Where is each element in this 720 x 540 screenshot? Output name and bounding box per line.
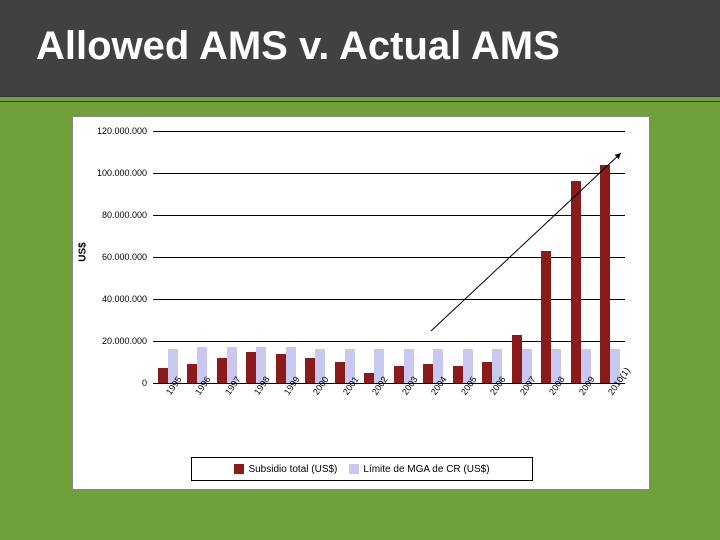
y-tick-label: 100.000.000 <box>87 168 147 178</box>
chart-panel: US$ 020.000.00040.000.00060.000.00080.00… <box>72 116 650 490</box>
y-tick-label: 60.000.000 <box>87 252 147 262</box>
y-tick-label: 80.000.000 <box>87 210 147 220</box>
legend-item-subsidio: Subsidio total (US$) <box>234 464 337 475</box>
legend-item-limite: Límite de MGA de CR (US$) <box>349 464 489 475</box>
square-icon <box>349 464 359 474</box>
y-tick-label: 40.000.000 <box>87 294 147 304</box>
y-tick-label: 20.000.000 <box>87 336 147 346</box>
trend-arrow <box>153 131 625 383</box>
plot-area: 020.000.00040.000.00060.000.00080.000.00… <box>153 131 625 383</box>
divider <box>0 96 720 102</box>
legend: Subsidio total (US$) Límite de MGA de CR… <box>191 457 533 481</box>
square-icon <box>234 464 244 474</box>
legend-label: Límite de MGA de CR (US$) <box>363 464 489 475</box>
slide-title: Allowed AMS v. Actual AMS <box>36 24 560 69</box>
y-tick-label: 0 <box>87 378 147 388</box>
legend-label: Subsidio total (US$) <box>248 464 337 475</box>
y-tick-label: 120.000.000 <box>87 126 147 136</box>
slide: Allowed AMS v. Actual AMS US$ 020.000.00… <box>0 0 720 540</box>
